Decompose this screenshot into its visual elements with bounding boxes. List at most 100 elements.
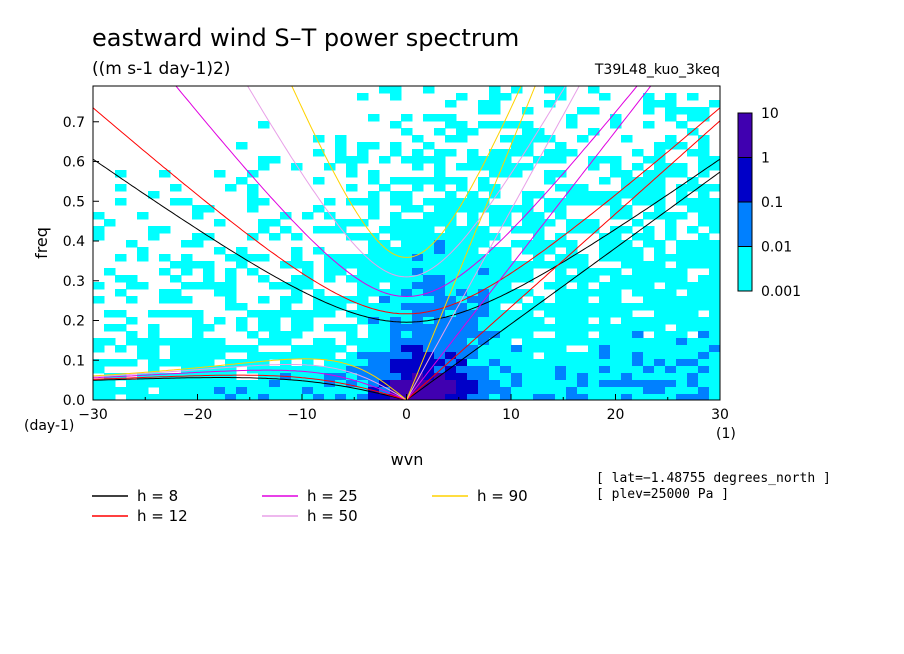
spectrum-cell bbox=[313, 310, 325, 318]
spectrum-cell bbox=[434, 268, 446, 276]
spectrum-cell bbox=[170, 198, 182, 206]
spectrum-cell bbox=[522, 121, 534, 129]
spectrum-cell bbox=[401, 366, 413, 374]
spectrum-cell bbox=[192, 240, 204, 248]
spectrum-cell bbox=[566, 261, 578, 269]
spectrum-cell bbox=[599, 345, 611, 353]
spectrum-cell bbox=[159, 254, 171, 262]
spectrum-cell bbox=[434, 261, 446, 269]
spectrum-cell bbox=[258, 380, 270, 388]
spectrum-cell bbox=[170, 380, 182, 388]
spectrum-cell bbox=[632, 261, 644, 269]
spectrum-cell bbox=[654, 100, 666, 108]
spectrum-cell bbox=[434, 303, 446, 311]
spectrum-cell bbox=[687, 128, 699, 136]
spectrum-cell bbox=[225, 394, 237, 400]
spectrum-cell bbox=[434, 163, 446, 171]
spectrum-cell bbox=[511, 366, 523, 374]
spectrum-cell bbox=[357, 296, 369, 304]
spectrum-cell bbox=[269, 373, 281, 381]
spectrum-cell bbox=[456, 163, 468, 171]
spectrum-cell bbox=[401, 275, 413, 283]
spectrum-cell bbox=[511, 387, 523, 395]
spectrum-cell bbox=[577, 352, 589, 360]
spectrum-cell bbox=[632, 317, 644, 325]
spectrum-cell bbox=[698, 184, 710, 192]
spectrum-cell bbox=[434, 359, 446, 367]
spectrum-cell bbox=[643, 268, 655, 276]
spectrum-cell bbox=[423, 156, 435, 164]
spectrum-cell bbox=[368, 324, 380, 332]
spectrum-cell bbox=[280, 366, 292, 374]
spectrum-cell bbox=[379, 366, 391, 374]
spectrum-cell bbox=[467, 212, 479, 220]
spectrum-cell bbox=[577, 198, 589, 206]
chart-title: eastward wind S–T power spectrum bbox=[92, 24, 519, 52]
spectrum-cell bbox=[445, 212, 457, 220]
spectrum-cell bbox=[511, 135, 523, 143]
spectrum-cell bbox=[676, 338, 688, 346]
spectrum-cell bbox=[401, 282, 413, 290]
spectrum-cell bbox=[434, 114, 446, 122]
spectrum-cell bbox=[434, 254, 446, 262]
spectrum-cell bbox=[533, 359, 545, 367]
spectrum-cell bbox=[368, 212, 380, 220]
spectrum-cell bbox=[203, 268, 215, 276]
spectrum-cell bbox=[522, 226, 534, 234]
spectrum-cell bbox=[500, 282, 512, 290]
spectrum-cell bbox=[302, 261, 314, 269]
spectrum-cell bbox=[478, 282, 490, 290]
spectrum-cell bbox=[467, 380, 479, 388]
spectrum-cell bbox=[159, 359, 171, 367]
spectrum-cell bbox=[412, 380, 424, 388]
y-tick-label: 0.4 bbox=[63, 234, 85, 250]
spectrum-cell bbox=[577, 387, 589, 395]
spectrum-cell bbox=[544, 198, 556, 206]
dispersion-curve bbox=[291, 86, 522, 258]
spectrum-cell bbox=[665, 303, 677, 311]
spectrum-cell bbox=[247, 366, 259, 374]
spectrum-cell bbox=[302, 282, 314, 290]
spectrum-cell bbox=[181, 345, 193, 353]
spectrum-cell bbox=[170, 345, 182, 353]
spectrum-cell bbox=[555, 86, 567, 94]
spectrum-cell bbox=[544, 170, 556, 178]
spectrum-cell bbox=[566, 275, 578, 283]
spectrum-cell bbox=[401, 177, 413, 185]
spectrum-cell bbox=[577, 261, 589, 269]
spectrum-cell bbox=[599, 191, 611, 199]
spectrum-cell bbox=[709, 184, 720, 192]
spectrum-cell bbox=[445, 100, 457, 108]
spectrum-cell bbox=[665, 366, 677, 374]
spectrum-cell bbox=[335, 345, 347, 353]
spectrum-cell bbox=[170, 275, 182, 283]
spectrum-cell bbox=[676, 247, 688, 255]
spectrum-cell bbox=[335, 142, 347, 150]
spectrum-cell bbox=[500, 310, 512, 318]
spectrum-cell bbox=[401, 303, 413, 311]
spectrum-cell bbox=[401, 338, 413, 346]
spectrum-cell bbox=[522, 135, 534, 143]
spectrum-cell bbox=[423, 177, 435, 185]
spectrum-cell bbox=[698, 198, 710, 206]
spectrum-cell bbox=[500, 296, 512, 304]
spectrum-cell bbox=[654, 198, 666, 206]
spectrum-cell bbox=[489, 149, 501, 157]
spectrum-cell bbox=[456, 338, 468, 346]
spectrum-cell bbox=[93, 345, 105, 353]
spectrum-cell bbox=[654, 142, 666, 150]
spectrum-cell bbox=[709, 310, 720, 318]
spectrum-cell bbox=[456, 121, 468, 129]
spectrum-cell bbox=[599, 240, 611, 248]
spectrum-cell bbox=[346, 198, 358, 206]
spectrum-cell bbox=[214, 219, 226, 227]
spectrum-cell bbox=[115, 254, 127, 262]
spectrum-cell bbox=[698, 142, 710, 150]
spectrum-cell bbox=[280, 338, 292, 346]
spectrum-cell bbox=[610, 198, 622, 206]
spectrum-cell bbox=[621, 310, 633, 318]
spectrum-cell bbox=[225, 303, 237, 311]
spectrum-cell bbox=[456, 282, 468, 290]
spectrum-cell bbox=[214, 247, 226, 255]
spectrum-cell bbox=[390, 324, 402, 332]
